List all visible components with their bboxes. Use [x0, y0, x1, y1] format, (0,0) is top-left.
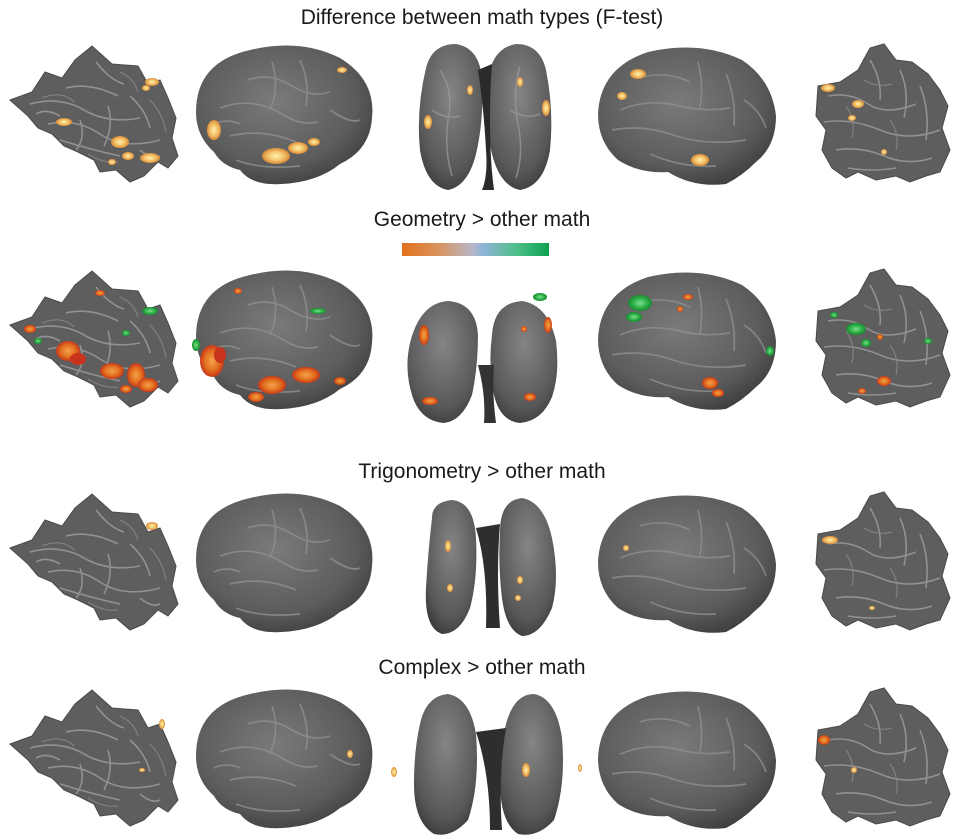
colorbar [402, 243, 549, 256]
activation-spots [56, 67, 887, 166]
lateral-right-hemisphere [597, 690, 777, 830]
activation-spots [139, 719, 857, 777]
lateral-left-hemisphere [195, 44, 374, 186]
lateral-left-hemisphere [195, 492, 374, 634]
flatmap-left [9, 689, 179, 827]
flatmap-right [815, 43, 951, 183]
activation-spots [24, 288, 932, 405]
flatmap-right [815, 491, 951, 631]
lateral-right-hemisphere [597, 494, 777, 634]
row-trigonometry [9, 491, 951, 636]
row-geometry [9, 268, 951, 423]
panel-title-f-test: Difference between math types (F-test) [300, 6, 664, 29]
panel-title-complex: Complex > other math [378, 656, 586, 679]
row-complex [9, 687, 951, 835]
row-f-test [9, 43, 951, 191]
lateral-right-hemisphere [597, 271, 777, 411]
lateral-left-hemisphere [195, 688, 374, 830]
flatmap-right [815, 687, 951, 827]
panel-title-geometry: Geometry > other math [373, 208, 591, 231]
lateral-right-hemisphere [597, 46, 777, 186]
flatmap-left [9, 493, 179, 631]
flatmap-right [815, 268, 951, 408]
panel-title-trigonometry: Trigonometry > other math [358, 460, 606, 483]
activation-spots [146, 522, 875, 610]
posterior-view [418, 43, 553, 191]
